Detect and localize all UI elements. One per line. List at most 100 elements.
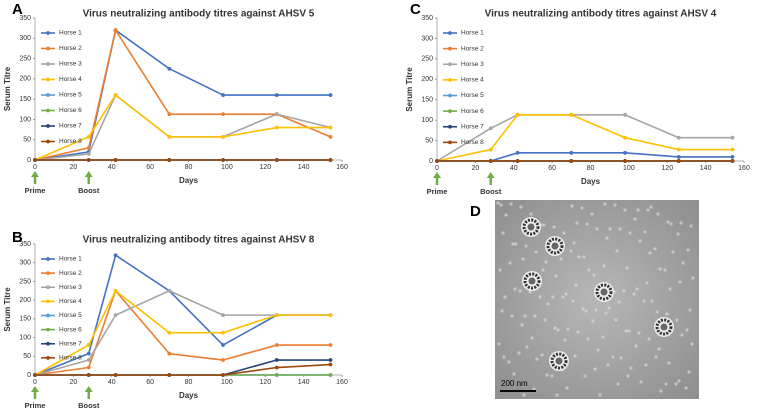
legend-label: Horse 4 bbox=[59, 76, 82, 83]
data-point bbox=[86, 152, 91, 156]
particle bbox=[497, 342, 501, 346]
particle bbox=[624, 329, 628, 333]
particle bbox=[534, 250, 538, 254]
x-tick-label: 140 bbox=[298, 379, 310, 386]
particle bbox=[605, 236, 609, 240]
particle bbox=[638, 239, 642, 243]
annotation-arrowhead bbox=[84, 171, 93, 177]
legend-marker bbox=[46, 124, 50, 128]
legend-label: Horse 5 bbox=[461, 92, 484, 99]
legend-label: Horse 8 bbox=[461, 139, 484, 146]
particle bbox=[523, 314, 527, 318]
data-point bbox=[515, 112, 520, 117]
particle bbox=[533, 314, 537, 318]
particle bbox=[555, 393, 559, 397]
particle bbox=[496, 201, 500, 205]
virion-core bbox=[527, 223, 535, 231]
data-point bbox=[569, 112, 574, 117]
x-tick-label: 60 bbox=[146, 379, 154, 386]
y-tick-label: 50 bbox=[23, 137, 31, 144]
particle bbox=[522, 393, 526, 397]
x-axis-title: Days bbox=[581, 177, 601, 186]
particle bbox=[664, 382, 668, 386]
panel-label: C bbox=[410, 1, 421, 18]
data-point bbox=[328, 313, 333, 318]
x-tick-label: 120 bbox=[259, 379, 271, 386]
y-tick-label: 250 bbox=[421, 56, 433, 63]
particle bbox=[613, 203, 617, 207]
y-tick-label: 300 bbox=[421, 35, 433, 42]
virion-core bbox=[600, 288, 608, 296]
data-point bbox=[274, 373, 279, 377]
legend-marker bbox=[46, 313, 50, 318]
data-point bbox=[488, 159, 493, 163]
x-tick-label: 160 bbox=[738, 165, 750, 172]
particle bbox=[543, 318, 547, 322]
particle bbox=[508, 261, 512, 265]
particle bbox=[541, 268, 545, 272]
data-point bbox=[167, 330, 172, 335]
data-point bbox=[167, 158, 172, 162]
data-point bbox=[435, 159, 439, 163]
legend-label: Horse 4 bbox=[59, 298, 82, 305]
particle bbox=[551, 295, 555, 299]
particle bbox=[650, 299, 654, 303]
x-tick-label: 40 bbox=[108, 164, 116, 171]
x-tick-label: 100 bbox=[221, 164, 233, 171]
legend-marker bbox=[448, 93, 452, 98]
data-point bbox=[676, 159, 681, 163]
particle bbox=[556, 328, 560, 332]
particle bbox=[623, 208, 627, 212]
data-point bbox=[623, 135, 627, 140]
x-tick-label: 140 bbox=[298, 164, 310, 171]
legend-marker bbox=[46, 257, 50, 261]
particle bbox=[507, 360, 511, 364]
particle bbox=[524, 244, 528, 248]
data-point bbox=[676, 135, 681, 140]
particle bbox=[680, 333, 684, 337]
particle bbox=[618, 227, 622, 231]
particle bbox=[686, 248, 690, 252]
particle bbox=[591, 319, 595, 323]
particle bbox=[675, 318, 679, 322]
particle bbox=[595, 227, 599, 231]
legend-label: Horse 1 bbox=[461, 30, 484, 37]
particle bbox=[577, 255, 581, 259]
particle bbox=[645, 281, 649, 285]
particle bbox=[647, 337, 651, 341]
data-point bbox=[676, 147, 681, 152]
data-point bbox=[730, 147, 735, 152]
particle bbox=[626, 374, 630, 378]
data-point bbox=[167, 373, 172, 377]
x-tick-label: 20 bbox=[69, 379, 77, 386]
y-axis-title: Serum Titre bbox=[3, 287, 12, 332]
data-point bbox=[274, 112, 279, 117]
particle bbox=[573, 354, 577, 358]
particle bbox=[503, 295, 507, 299]
particle bbox=[499, 203, 503, 207]
particle bbox=[510, 314, 514, 318]
particle bbox=[500, 309, 504, 313]
particle bbox=[513, 287, 517, 291]
particle bbox=[565, 386, 569, 390]
particle bbox=[587, 268, 591, 272]
data-point bbox=[328, 158, 333, 162]
y-tick-label: 100 bbox=[19, 334, 31, 341]
particle bbox=[520, 323, 524, 327]
panel-label: A bbox=[12, 1, 23, 18]
particle bbox=[619, 356, 623, 360]
annotation-arrowhead bbox=[486, 172, 495, 178]
virion-ring bbox=[595, 283, 613, 301]
annotation-label: Boost bbox=[480, 187, 502, 196]
legend-label: Horse 3 bbox=[59, 61, 82, 68]
y-tick-label: 0 bbox=[27, 372, 31, 379]
particle bbox=[654, 355, 658, 359]
y-tick-label: 50 bbox=[425, 137, 433, 144]
legend-label: Horse 6 bbox=[59, 107, 82, 114]
annotation-label: Boost bbox=[78, 401, 100, 410]
data-point bbox=[274, 313, 279, 318]
data-point bbox=[623, 150, 627, 155]
data-point bbox=[86, 134, 91, 139]
virion-core bbox=[528, 277, 536, 285]
particle bbox=[637, 331, 641, 335]
